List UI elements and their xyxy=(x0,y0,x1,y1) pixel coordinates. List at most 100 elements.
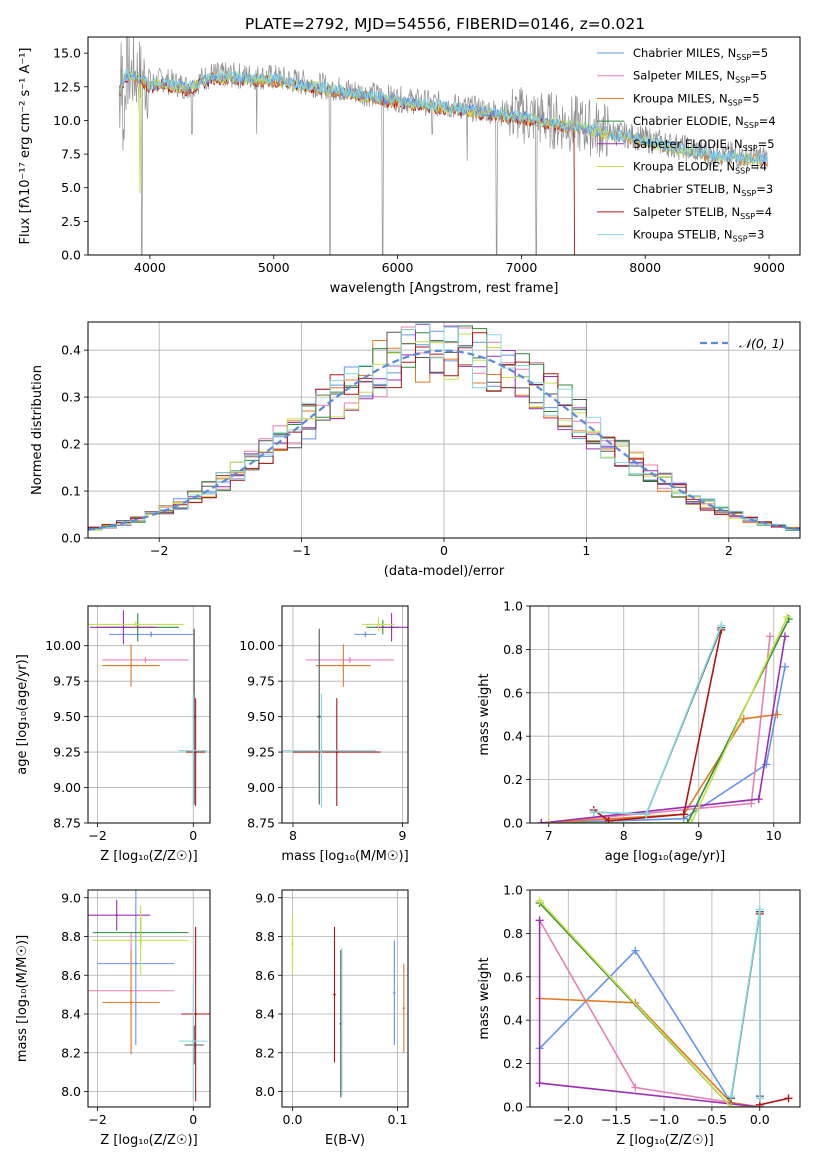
x-tick-label: −0.5 xyxy=(697,1112,727,1127)
y-tick-label: 9.75 xyxy=(247,674,275,689)
y-tick-label: 9.0 xyxy=(61,890,81,905)
data-point xyxy=(291,943,294,946)
legend-label: Kroupa STELIB, NSSP=3 xyxy=(633,228,765,244)
legend-subscript: SSP xyxy=(735,167,750,176)
legend-label: Salpeter ELODIE, NSSP=5 xyxy=(633,137,775,153)
data-point xyxy=(364,633,367,636)
y-tick-label: 0.8 xyxy=(503,642,523,657)
y-axis-label: mass [log₁₀(M/M☉)] xyxy=(15,935,30,1062)
data-point xyxy=(144,658,147,662)
data-point xyxy=(115,913,118,917)
x-tick-label: 0.0 xyxy=(750,1112,770,1127)
y-tick-label: 8.2 xyxy=(255,1045,275,1060)
legend-series-name: Salpeter STELIB xyxy=(633,205,724,219)
plus-marker xyxy=(781,632,789,641)
x-tick-label: 2 xyxy=(725,543,733,558)
x-tick-label: −2.0 xyxy=(553,1112,583,1127)
series-line xyxy=(541,636,786,823)
data-point xyxy=(134,962,138,965)
x-tick-label: 0.0 xyxy=(283,1112,303,1127)
y-tick-label: 0.2 xyxy=(503,1056,523,1071)
x-tick-label: −1.5 xyxy=(601,1112,631,1127)
y-axis-label: Normed distribution xyxy=(30,365,45,495)
weight-vs-z-axes: −2.0 −1.5 −1.0 −0.5 0.0 0.0 0.2 0.4 0.6 0.8 1.0 Z [… xyxy=(477,883,800,1148)
y-tick-label: 12.5 xyxy=(53,79,81,94)
legend-nssp: 4 xyxy=(760,160,767,174)
x-tick-label: 7 xyxy=(545,828,553,843)
x-axis-label: wavelength [Angstrom, rest frame] xyxy=(330,281,559,296)
y-tick-label: 9.75 xyxy=(53,674,81,689)
x-axis-label: Z [log₁₀(Z/Z☉)] xyxy=(100,849,197,864)
axes-frame xyxy=(281,605,409,824)
data-point xyxy=(194,750,197,754)
plus-marker xyxy=(631,1083,640,1092)
legend-eq: = xyxy=(750,69,760,83)
data-point xyxy=(348,658,352,662)
x-tick-label: 8000 xyxy=(629,260,661,275)
legend-sep: , N xyxy=(728,114,744,128)
data-point xyxy=(134,623,138,626)
x-axis-label: mass [log₁₀(M/M☉)] xyxy=(281,849,408,864)
mass-vs-z-axes: −2 0 8.0 8.2 8.4 8.6 8.8 9.0 Z [log₁₀(Z/Z☉)] mass… xyxy=(15,890,210,1148)
data-point xyxy=(122,626,125,629)
x-axis-label: age [log₁₀(age/yr)] xyxy=(605,849,726,864)
x-tick-label: −2 xyxy=(150,543,168,558)
y-axis-label: age [log₁₀(age/yr)] xyxy=(15,654,30,775)
plus-marker xyxy=(535,1079,544,1088)
y-tick-label: 9.50 xyxy=(53,709,81,724)
axes-frame xyxy=(87,36,801,256)
y-tick-label: 0.0 xyxy=(503,816,523,831)
y-tick-label: 1.0 xyxy=(503,883,523,898)
spectrum-series xyxy=(118,37,768,255)
x-tick-label: 5000 xyxy=(258,260,290,275)
legend-series-name: Salpeter MILES xyxy=(633,69,719,83)
y-tick-label: 10.0 xyxy=(53,113,81,128)
legend-eq: = xyxy=(750,160,760,174)
legend-subscript: SSP xyxy=(735,76,750,85)
plus-marker xyxy=(755,1094,764,1103)
y-tick-label: 2.5 xyxy=(61,214,81,229)
plus-marker xyxy=(766,632,774,641)
legend-sep: , N xyxy=(719,160,735,174)
legend-label: 𝒩(0, 1) xyxy=(739,336,785,351)
legend-nssp: 3 xyxy=(766,182,773,196)
y-tick-label: 8.8 xyxy=(61,929,81,944)
y-tick-label: 5.0 xyxy=(61,180,81,195)
x-axis-label: Z [log₁₀(Z/Z☉)] xyxy=(100,1133,197,1148)
mass-vs-z-points xyxy=(88,890,210,1102)
data-point xyxy=(320,749,323,752)
legend-series-name: Kroupa MILES xyxy=(633,91,712,105)
y-tick-label: 10.00 xyxy=(45,638,81,653)
legend-eq: = xyxy=(748,228,758,242)
data-point xyxy=(192,1039,195,1043)
age-vs-mass-axes: 8 9 8.75 9.00 9.25 9.50 9.75 10.00 mass [log₁₀(M… xyxy=(239,606,409,864)
weight-vs-z-series xyxy=(535,896,793,1107)
data-point xyxy=(393,991,396,994)
x-tick-label: 10 xyxy=(766,828,782,843)
legend-eq: = xyxy=(759,114,769,128)
data-point xyxy=(377,623,380,626)
model-spectrum-line xyxy=(118,71,768,194)
age-vs-z-axes: −2 0 8.75 9.00 9.25 9.50 9.75 10.00 Z [log₁₀(Z/Z… xyxy=(15,606,210,864)
x-tick-label: 6000 xyxy=(382,260,414,275)
data-point xyxy=(194,1012,197,1016)
legend-label: Kroupa MILES, NSSP=5 xyxy=(633,91,760,107)
y-tick-label: 9.00 xyxy=(247,780,275,795)
y-tick-label: 0.0 xyxy=(61,248,81,263)
plus-marker xyxy=(642,810,651,819)
x-tick-label: 0 xyxy=(189,828,197,843)
plus-marker xyxy=(755,905,764,914)
y-tick-label: 1.0 xyxy=(503,599,523,614)
plus-marker xyxy=(781,662,789,671)
legend-series-name: Chabrier MILES xyxy=(633,46,720,60)
plus-marker xyxy=(739,714,748,723)
y-tick-label: 8.4 xyxy=(61,1007,81,1022)
plus-marker xyxy=(727,1103,736,1107)
legend-sep: , N xyxy=(717,228,733,242)
y-tick-label: 15.0 xyxy=(53,46,81,61)
legend-nssp: 5 xyxy=(760,69,767,83)
x-axis-label: (data-model)/error xyxy=(384,564,505,579)
spectrum-axes: 4000 5000 6000 7000 8000 9000 0.0 2.5 5.0 7.5 10.0… xyxy=(18,46,785,296)
y-tick-label: 8.8 xyxy=(255,929,275,944)
